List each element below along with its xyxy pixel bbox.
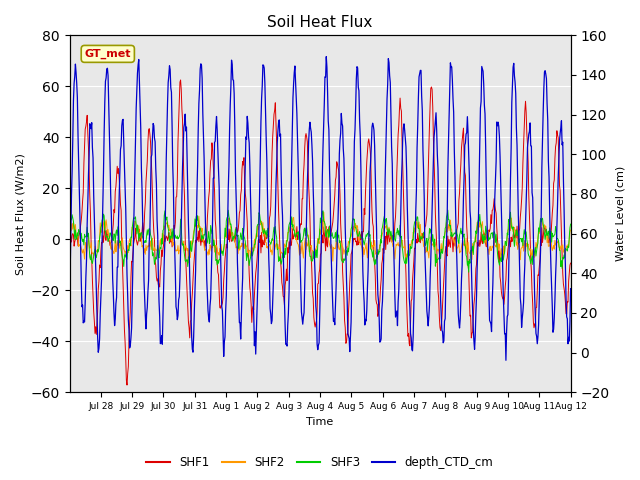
Legend: SHF1, SHF2, SHF3, depth_CTD_cm: SHF1, SHF2, SHF3, depth_CTD_cm bbox=[142, 452, 498, 474]
Y-axis label: Soil Heat Flux (W/m2): Soil Heat Flux (W/m2) bbox=[15, 153, 25, 275]
Title: Soil Heat Flux: Soil Heat Flux bbox=[268, 15, 372, 30]
Y-axis label: Water Level (cm): Water Level (cm) bbox=[615, 166, 625, 262]
Text: GT_met: GT_met bbox=[84, 49, 131, 59]
X-axis label: Time: Time bbox=[307, 417, 333, 427]
